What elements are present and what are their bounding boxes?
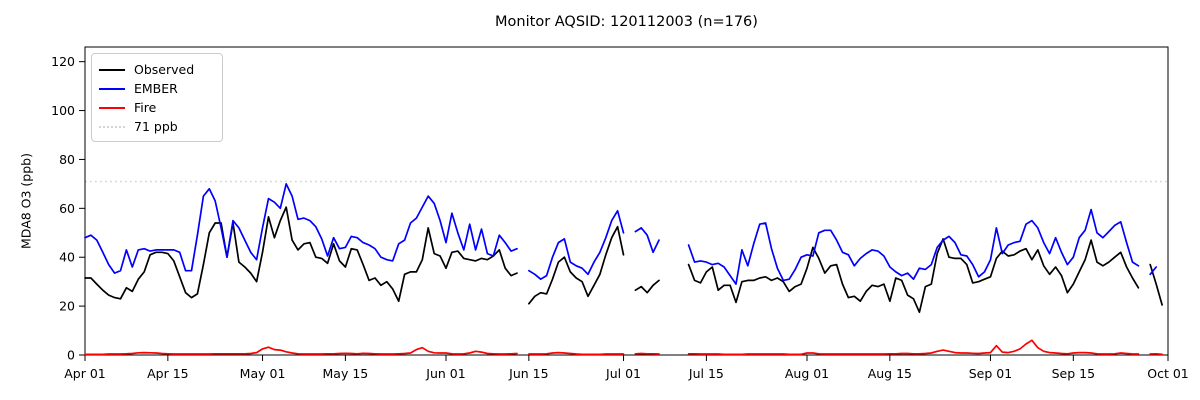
legend-item-71-ppb: 71 ppb — [99, 117, 218, 136]
legend-item-observed: Observed — [99, 60, 218, 79]
x-tick-label: Apr 01 — [64, 366, 106, 381]
plot-border — [84, 46, 1169, 356]
legend-label: Fire — [134, 100, 157, 115]
y-tick-label: 100 — [51, 103, 75, 118]
x-tick-label: Jul 01 — [605, 366, 641, 381]
x-tick-label: Jul 15 — [688, 366, 724, 381]
legend-swatch — [99, 87, 125, 90]
y-tick-label: 120 — [51, 54, 75, 69]
legend-item-fire: Fire — [99, 98, 218, 117]
series-line-observed — [84, 206, 1163, 314]
legend-label: Observed — [134, 62, 195, 77]
chart-title: Monitor AQSID: 120112003 (n=176) — [495, 14, 758, 30]
legend-swatch — [99, 68, 125, 71]
x-tick-label: Apr 15 — [147, 366, 189, 381]
x-tick-label: Jun 01 — [425, 366, 465, 381]
x-tick-label: Aug 15 — [868, 366, 912, 381]
series-line-ember — [84, 183, 1158, 285]
legend: Observed EMBER Fire 71 ppb — [91, 53, 223, 142]
x-tick-label: May 15 — [323, 366, 369, 381]
x-tick-label: Aug 01 — [785, 366, 829, 381]
legend-item-ember: EMBER — [99, 79, 218, 98]
legend-swatch — [99, 106, 125, 109]
y-tick-label: 60 — [59, 201, 75, 216]
y-tick-label: 20 — [59, 299, 75, 314]
y-tick-label: 0 — [67, 348, 75, 363]
y-tick-label: 40 — [59, 250, 75, 265]
legend-label: EMBER — [134, 81, 178, 96]
series-line-fire — [84, 339, 1163, 356]
x-tick-label: Sep 01 — [969, 366, 1012, 381]
x-tick-label: Jun 15 — [508, 366, 548, 381]
legend-swatch — [99, 125, 125, 128]
legend-label: 71 ppb — [134, 119, 178, 134]
x-tick-label: Sep 15 — [1052, 366, 1095, 381]
y-tick-label: 80 — [59, 152, 75, 167]
x-tick-label: Oct 01 — [1147, 366, 1189, 381]
x-tick-label: May 01 — [240, 366, 286, 381]
